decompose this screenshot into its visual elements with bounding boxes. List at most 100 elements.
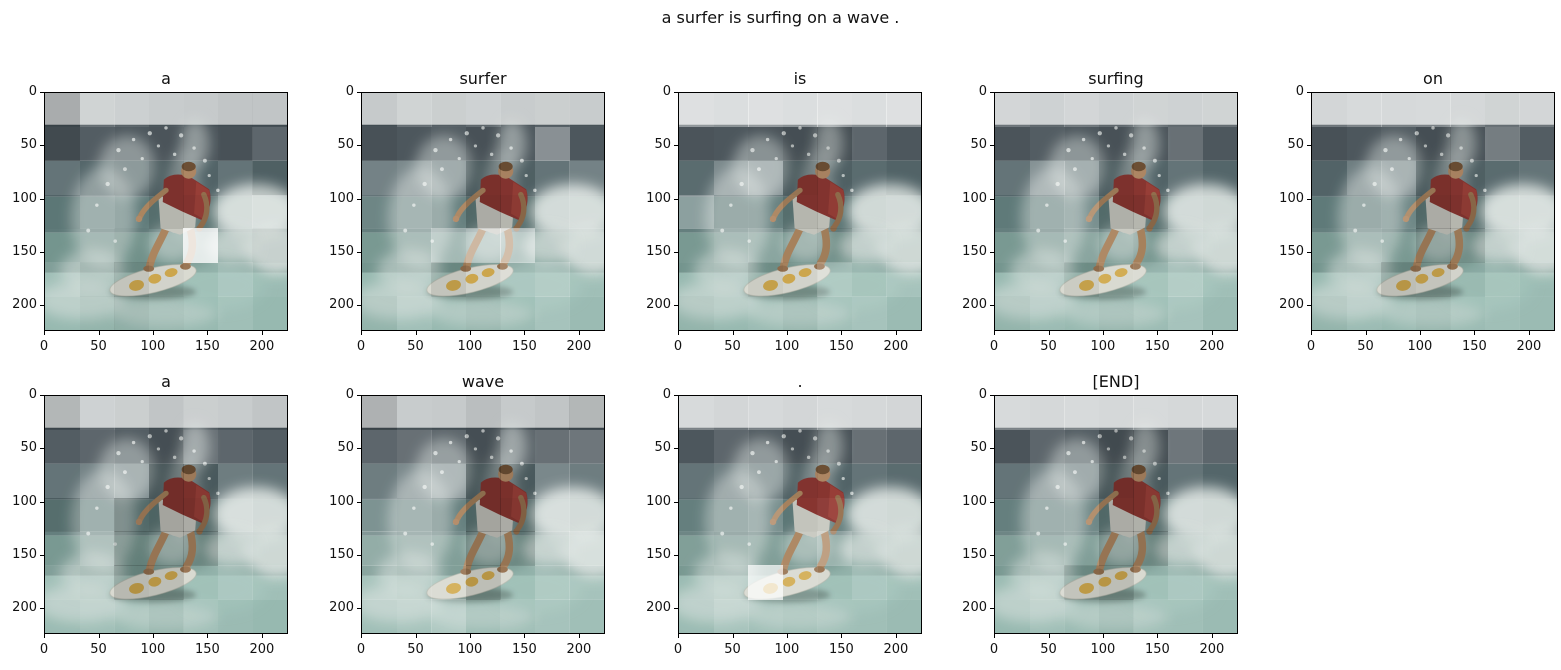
attention-cell — [114, 497, 150, 532]
attention-cell — [45, 228, 80, 262]
attention-cell — [362, 497, 398, 532]
y-tick-label: 50 — [337, 440, 354, 456]
x-tick-mark — [98, 634, 100, 638]
attention-cell — [114, 463, 150, 499]
y-tick-label: 200 — [1279, 297, 1304, 313]
attention-cell — [1064, 531, 1100, 566]
attention-cell — [217, 262, 253, 297]
x-tick-label: 0 — [1306, 339, 1316, 354]
attention-cell — [148, 194, 184, 229]
attention-cell — [1484, 194, 1520, 229]
attention-cell — [679, 296, 714, 330]
attention-cell — [45, 429, 81, 465]
x-tick-label: 200 — [566, 642, 592, 657]
attention-subplot-2: surfer — [329, 69, 605, 354]
attention-cell — [782, 93, 818, 128]
attention-cell — [252, 396, 287, 430]
attention-cell — [1064, 127, 1099, 161]
y-tick-label: 150 — [12, 244, 37, 259]
attention-cell — [995, 296, 1030, 330]
attention-cell — [252, 160, 287, 196]
attention-cell — [114, 161, 149, 195]
y-tick-label: 0 — [345, 84, 354, 99]
attention-cell — [362, 599, 398, 633]
attention-overlay — [995, 93, 1237, 330]
attention-cell — [1133, 228, 1168, 262]
attention-cell — [114, 228, 149, 262]
attention-cell — [431, 463, 467, 499]
x-tick-label: 0 — [356, 642, 366, 657]
surfer-photo — [45, 396, 287, 633]
x-tick-mark — [469, 634, 471, 638]
attention-cell — [1415, 262, 1451, 297]
attention-cell — [1064, 599, 1100, 633]
spray-droplets — [403, 126, 537, 243]
attention-cell — [1133, 262, 1169, 297]
attention-cell — [1202, 228, 1237, 263]
attention-cell — [534, 93, 570, 128]
y-tick-label: 200 — [962, 297, 987, 313]
attention-cell — [851, 429, 887, 465]
x-tick-mark — [207, 634, 209, 638]
attention-cell — [1064, 228, 1100, 263]
x-tick-label: 200 — [883, 642, 909, 657]
image-axes-frame — [678, 92, 922, 331]
attention-cell — [79, 463, 115, 499]
attention-cell — [217, 565, 253, 600]
attention-cell — [886, 531, 921, 566]
attention-cell — [1381, 160, 1417, 196]
attention-cell — [217, 194, 253, 229]
sea-spray — [995, 118, 1237, 327]
x-tick-label: 50 — [407, 642, 424, 657]
attention-cell — [148, 160, 184, 196]
attention-subplot-3: is — [646, 69, 922, 354]
x-tick-label: 0 — [39, 642, 49, 657]
image-axes-frame — [44, 92, 288, 331]
attention-cell — [79, 565, 115, 600]
attention-cell — [534, 126, 570, 162]
x-tick-label: 50 — [407, 339, 424, 354]
attention-cell — [1202, 127, 1237, 161]
attention-cell — [183, 497, 219, 532]
attention-cell — [783, 262, 818, 296]
attention-cell — [396, 93, 432, 128]
attention-cell — [679, 497, 715, 532]
attention-cell — [1312, 228, 1348, 263]
y-tick-label: 100 — [12, 190, 37, 206]
attention-cell — [995, 262, 1030, 296]
surfer — [426, 161, 528, 300]
attention-cell — [1064, 565, 1100, 600]
spray-droplets — [720, 429, 854, 546]
attention-cell — [148, 463, 184, 499]
attention-cell — [995, 396, 1031, 431]
attention-cell — [1029, 599, 1065, 633]
attention-cell — [1415, 228, 1451, 263]
attention-cell — [1064, 429, 1100, 465]
attention-cell — [431, 531, 467, 566]
x-tick-label: 200 — [883, 339, 909, 354]
surfer-photo — [679, 396, 921, 633]
attention-cell — [396, 599, 432, 633]
sea-spray — [679, 118, 921, 327]
attention-cell — [252, 531, 287, 566]
x-tick-mark — [261, 331, 263, 335]
attention-cell — [534, 160, 570, 196]
attention-cell — [397, 127, 432, 161]
attention-cell — [465, 160, 501, 196]
subplot-title-token: a — [161, 372, 171, 391]
subplot-title-token: wave — [461, 372, 505, 391]
attention-cell — [679, 396, 715, 431]
attention-cell — [1202, 161, 1237, 195]
attention-cell — [396, 296, 432, 330]
attention-cell — [1450, 194, 1486, 229]
attention-cell — [886, 463, 921, 499]
x-tick-mark — [152, 331, 154, 335]
attention-cell — [183, 161, 218, 195]
attention-cell — [252, 429, 287, 465]
attention-cell — [1029, 531, 1065, 566]
attention-cell — [466, 296, 501, 330]
y-tick-label: 100 — [1279, 190, 1304, 206]
x-tick-label: 100 — [1090, 339, 1116, 354]
attention-cell — [252, 565, 287, 600]
attention-cell — [679, 565, 715, 600]
